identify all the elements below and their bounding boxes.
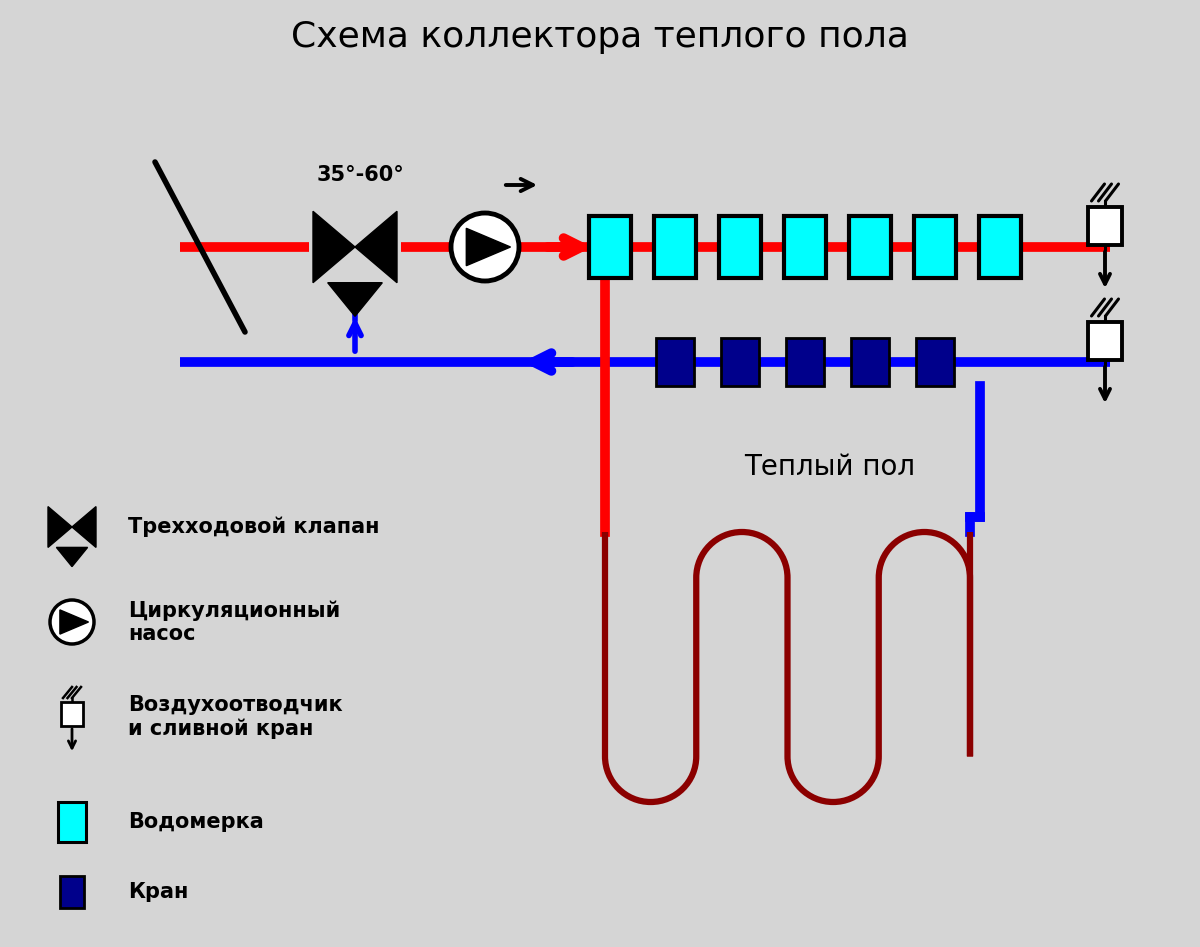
Bar [784, 216, 826, 278]
Bar [58, 802, 86, 842]
Bar [654, 216, 696, 278]
Bar [656, 338, 694, 386]
Text: 35°-60°: 35°-60° [316, 165, 404, 185]
Bar [589, 216, 631, 278]
Text: Циркуляционный
насос: Циркуляционный насос [128, 600, 341, 644]
Bar [1088, 207, 1122, 245]
Bar [914, 216, 956, 278]
Bar [851, 338, 889, 386]
Bar [1088, 322, 1122, 360]
Text: Теплый пол: Теплый пол [744, 453, 916, 481]
Bar [61, 702, 83, 726]
Text: Трехходовой клапан: Трехходовой клапан [128, 517, 379, 537]
Polygon shape [48, 507, 72, 547]
Polygon shape [328, 283, 383, 316]
Circle shape [451, 213, 520, 281]
Bar [786, 338, 824, 386]
Polygon shape [56, 547, 88, 566]
Polygon shape [313, 211, 355, 283]
Text: Воздухоотводчик
и сливной кран: Воздухоотводчик и сливной кран [128, 695, 343, 739]
Bar [719, 216, 761, 278]
Text: Схема коллектора теплого пола: Схема коллектора теплого пола [292, 20, 908, 54]
Polygon shape [355, 211, 397, 283]
Polygon shape [467, 228, 510, 266]
Bar [916, 338, 954, 386]
Text: Кран: Кран [128, 882, 188, 902]
Bar [60, 876, 84, 908]
Bar [848, 216, 890, 278]
Bar [721, 338, 760, 386]
Circle shape [50, 600, 94, 644]
Polygon shape [60, 610, 89, 634]
Bar [979, 216, 1021, 278]
Polygon shape [72, 507, 96, 547]
Text: Водомерка: Водомерка [128, 812, 264, 832]
